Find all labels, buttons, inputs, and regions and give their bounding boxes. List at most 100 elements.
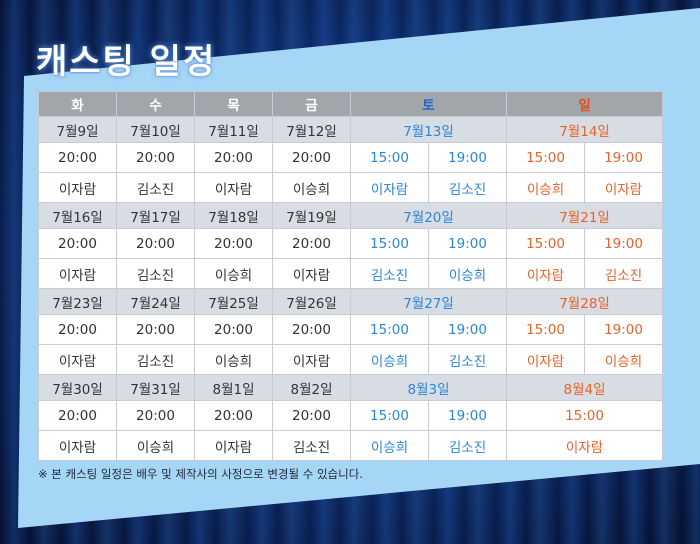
time-cell-sunday: 15:00 — [506, 228, 586, 259]
cast-cell-saturday: 김소진 — [427, 172, 508, 203]
cast-cell-saturday: 이승희 — [427, 258, 508, 289]
cast-cell-sunday: 이자람 — [506, 258, 586, 289]
time-row: 20:00 20:00 20:00 20:00 15:00 19:00 15:0… — [38, 400, 664, 431]
date-cell-sunday: 7월28일 — [506, 288, 664, 315]
weekday-wed: 수 — [116, 91, 195, 117]
cast-cell: 이승희 — [194, 344, 273, 375]
cast-row: 이자람 이승희 이자람 김소진 이승희 김소진 이자람 — [38, 430, 664, 461]
date-cell: 7월10일 — [116, 116, 195, 143]
time-cell: 20:00 — [116, 400, 195, 431]
date-cell: 7월9일 — [38, 116, 117, 143]
time-cell-saturday: 15:00 — [350, 228, 429, 259]
date-cell: 7월11일 — [194, 116, 273, 143]
cast-cell: 이승희 — [272, 172, 351, 203]
date-cell: 7월24일 — [116, 288, 195, 315]
time-cell: 20:00 — [38, 400, 117, 431]
time-row: 20:00 20:00 20:00 20:00 15:00 19:00 15:0… — [38, 314, 664, 345]
cast-cell-saturday: 이자람 — [350, 172, 429, 203]
date-cell: 7월25일 — [194, 288, 273, 315]
cast-cell: 김소진 — [116, 344, 195, 375]
time-cell-saturday: 19:00 — [427, 400, 508, 431]
weekday-fri: 금 — [272, 91, 351, 117]
cast-cell: 이자람 — [38, 258, 117, 289]
cast-cell-sunday: 이자람 — [506, 344, 586, 375]
time-cell: 20:00 — [272, 228, 351, 259]
date-cell: 7월12일 — [272, 116, 351, 143]
cast-cell: 김소진 — [272, 430, 351, 461]
cast-row: 이자람 김소진 이자람 이승희 이자람 김소진 이승희 이자람 — [38, 172, 664, 203]
cast-cell: 이자람 — [38, 172, 117, 203]
cast-cell-saturday: 이승희 — [350, 430, 429, 461]
cast-cell: 이승희 — [116, 430, 195, 461]
time-cell: 20:00 — [194, 314, 273, 345]
date-cell-saturday: 8월3일 — [349, 374, 508, 401]
time-cell: 20:00 — [38, 314, 117, 345]
cast-cell: 김소진 — [116, 258, 195, 289]
date-cell: 7월30일 — [38, 374, 117, 401]
time-cell: 20:00 — [272, 400, 351, 431]
cast-cell-saturday: 김소진 — [427, 430, 508, 461]
weekday-thu: 목 — [194, 91, 273, 117]
time-cell-saturday: 19:00 — [427, 142, 508, 173]
time-cell-sunday: 19:00 — [584, 314, 664, 345]
time-cell: 20:00 — [38, 142, 117, 173]
date-cell-saturday: 7월20일 — [349, 202, 508, 229]
date-cell: 7월18일 — [194, 202, 273, 229]
date-row: 7월30일 7월31일 8월1일 8월2일 8월3일 8월4일 — [38, 374, 664, 401]
date-cell: 7월19일 — [272, 202, 351, 229]
casting-schedule-table: 화 수 목 금 토 일 7월9일 7월10일 7월11일 7월12일 7월13일… — [38, 91, 664, 461]
cast-cell: 이자람 — [38, 344, 117, 375]
date-cell: 8월1일 — [194, 374, 273, 401]
cast-cell: 이자람 — [194, 430, 273, 461]
cast-cell-saturday: 김소진 — [350, 258, 429, 289]
cast-cell-saturday: 이승희 — [350, 344, 429, 375]
time-cell: 20:00 — [272, 314, 351, 345]
cast-cell-sunday: 이승희 — [584, 344, 664, 375]
date-cell-sunday: 7월21일 — [506, 202, 664, 229]
time-cell-saturday: 19:00 — [427, 314, 508, 345]
cast-cell-sunday: 이승희 — [506, 172, 586, 203]
time-cell: 20:00 — [116, 228, 195, 259]
cast-cell-sunday: 이자람 — [584, 172, 664, 203]
cast-cell: 김소진 — [116, 172, 195, 203]
date-row: 7월23일 7월24일 7월25일 7월26일 7월27일 7월28일 — [38, 288, 664, 315]
time-cell: 20:00 — [38, 228, 117, 259]
time-cell-sunday: 19:00 — [584, 228, 664, 259]
time-row: 20:00 20:00 20:00 20:00 15:00 19:00 15:0… — [38, 228, 664, 259]
cast-cell: 이자람 — [194, 172, 273, 203]
weekday-sun: 일 — [506, 91, 664, 117]
date-cell: 7월23일 — [38, 288, 117, 315]
time-cell-saturday: 15:00 — [350, 314, 429, 345]
date-cell-sunday: 7월14일 — [506, 116, 664, 143]
time-cell: 20:00 — [116, 314, 195, 345]
time-cell: 20:00 — [194, 400, 273, 431]
cast-cell: 이자람 — [272, 258, 351, 289]
date-cell: 7월16일 — [38, 202, 117, 229]
date-row: 7월16일 7월17일 7월18일 7월19일 7월20일 7월21일 — [38, 202, 664, 229]
date-row: 7월9일 7월10일 7월11일 7월12일 7월13일 7월14일 — [38, 116, 664, 143]
time-cell: 20:00 — [194, 142, 273, 173]
weekday-header-row: 화 수 목 금 토 일 — [38, 91, 664, 117]
page-title: 캐스팅 일정 — [36, 42, 217, 82]
time-cell-saturday: 15:00 — [350, 400, 429, 431]
time-cell-sunday: 15:00 — [506, 142, 586, 173]
schedule-notice: ※ 본 캐스팅 일정은 배우 및 제작사의 사정으로 변경될 수 있습니다. — [38, 467, 363, 481]
time-cell-sunday: 19:00 — [584, 142, 664, 173]
date-cell: 7월31일 — [116, 374, 195, 401]
date-cell: 8월2일 — [272, 374, 351, 401]
time-cell-sunday: 15:00 — [506, 400, 664, 431]
weekday-sat: 토 — [349, 91, 508, 117]
time-cell: 20:00 — [116, 142, 195, 173]
date-cell: 7월26일 — [272, 288, 351, 315]
cast-cell-sunday: 김소진 — [584, 258, 664, 289]
cast-row: 이자람 김소진 이승희 이자람 김소진 이승희 이자람 김소진 — [38, 258, 664, 289]
cast-row: 이자람 김소진 이승희 이자람 이승희 김소진 이자람 이승희 — [38, 344, 664, 375]
time-cell-sunday: 15:00 — [506, 314, 586, 345]
cast-cell-sunday: 이자람 — [506, 430, 664, 461]
time-cell: 20:00 — [194, 228, 273, 259]
cast-cell-saturday: 김소진 — [427, 344, 508, 375]
time-cell-saturday: 15:00 — [350, 142, 429, 173]
date-cell: 7월17일 — [116, 202, 195, 229]
time-cell: 20:00 — [272, 142, 351, 173]
date-cell-saturday: 7월13일 — [349, 116, 508, 143]
